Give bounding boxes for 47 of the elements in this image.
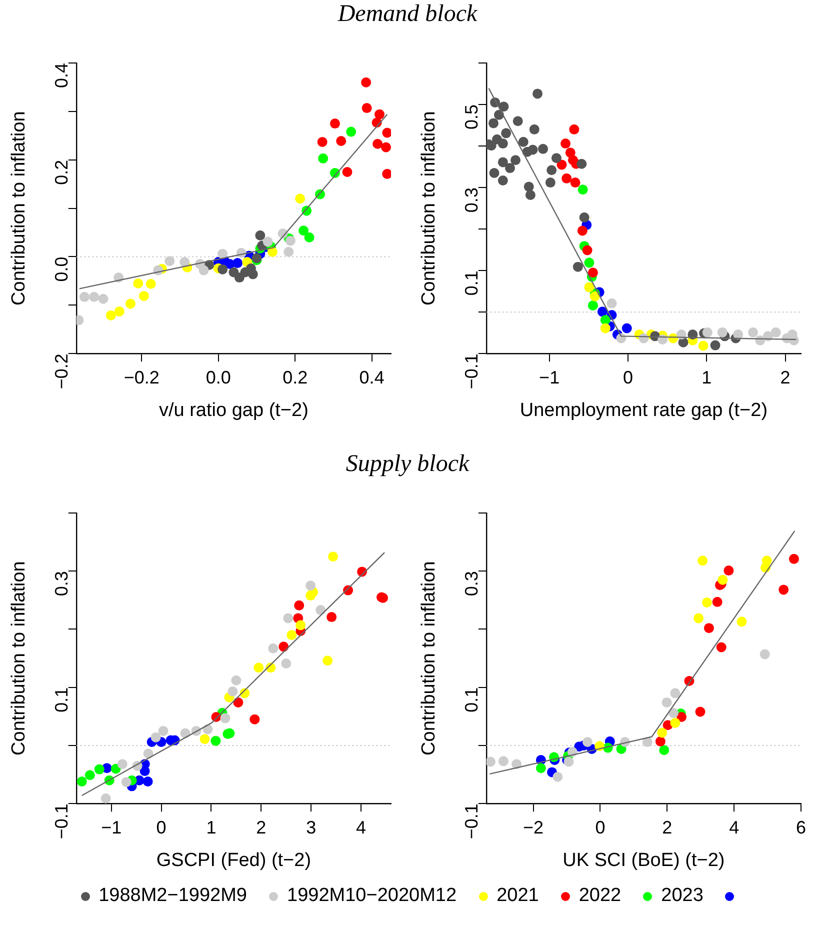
y-tick-label: 0.3 — [51, 571, 72, 596]
y-tick-label: −0.1 — [461, 804, 482, 840]
chart-title: Demand block — [336, 1, 478, 28]
legend-label: 1988M2−1992M9 — [98, 885, 247, 907]
y-tick-label: 0.1 — [461, 687, 482, 712]
legend-label: 2021 — [496, 885, 539, 907]
x-tick-label: 0 — [595, 817, 606, 838]
y-tick-label: −0.1 — [51, 804, 72, 840]
x-axis-title: v/u ratio gap (t−2) — [158, 400, 308, 421]
x-tick-label: 2 — [780, 367, 790, 388]
y-axis-title: Contribution to inflation — [418, 111, 440, 306]
x-tick-label: 1 — [206, 817, 216, 838]
x-tick-label: 0.0 — [206, 367, 231, 388]
y-tick-label: 0.2 — [51, 160, 72, 185]
y-tick-label: 0.1 — [51, 687, 72, 712]
legend-label: 2022 — [578, 885, 622, 907]
x-tick-label: 4 — [356, 817, 366, 838]
x-axis-title: UK SCI (BoE) (t−2) — [562, 850, 725, 871]
x-tick-label: −1 — [539, 367, 560, 388]
y-tick-label: 0.3 — [461, 571, 482, 596]
y-axis-title: Contribution to inflation — [8, 561, 30, 756]
y-tick-label: −0.1 — [461, 354, 482, 390]
x-tick-label: −2 — [522, 817, 544, 838]
y-tick-label: 0.3 — [461, 188, 482, 213]
x-tick-label: 2 — [256, 817, 266, 838]
y-axis-title: Contribution to inflation — [8, 111, 30, 306]
y-tick-label: 0.1 — [461, 270, 482, 296]
legend-label: 2023 — [661, 885, 704, 907]
y-axis-title: Contribution to inflation — [418, 561, 440, 756]
x-tick-label: 1 — [702, 367, 712, 388]
x-tick-label: 2 — [662, 817, 672, 838]
chart-title: Supply block — [344, 451, 470, 478]
y-tick-label: 0.4 — [51, 63, 72, 88]
x-tick-label: 3 — [306, 817, 316, 838]
x-tick-label: 6 — [796, 817, 806, 838]
x-axis-title: Unemployment rate gap (t−2) — [520, 400, 768, 421]
x-tick-label: 4 — [729, 817, 740, 838]
x-tick-label: 0.4 — [359, 367, 384, 388]
x-axis-title: GSCPI (Fed) (t−2) — [156, 850, 312, 871]
x-tick-label: 0 — [156, 817, 166, 838]
x-tick-label: 0.2 — [282, 367, 308, 388]
x-tick-label: −0.2 — [124, 367, 160, 388]
x-tick-label: 0 — [622, 367, 633, 388]
legend-label: 1992M10−2020M12 — [287, 885, 457, 907]
x-tick-label: −1 — [101, 817, 122, 838]
y-tick-label: 0.5 — [461, 104, 482, 130]
y-tick-label: 0.0 — [51, 256, 72, 282]
